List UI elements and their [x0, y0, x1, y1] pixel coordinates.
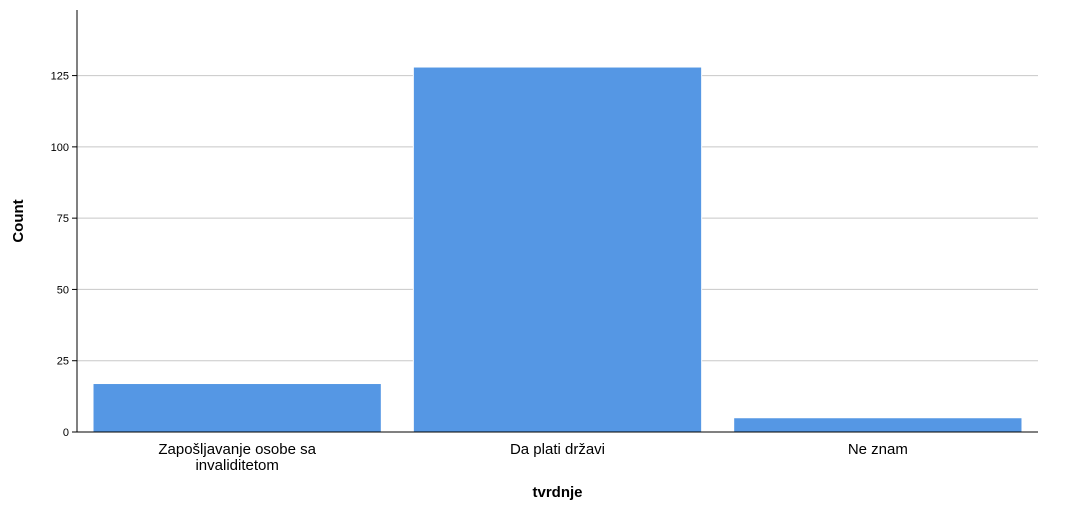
bar	[733, 417, 1023, 433]
y-axis-title: Count	[10, 199, 27, 242]
x-category-label: invaliditetom	[195, 457, 278, 474]
y-tick-label: 0	[63, 427, 69, 439]
y-tick-labels: 0 25 50 75 100 125	[51, 71, 77, 439]
x-category-label: Ne znam	[848, 441, 908, 458]
y-tick-label: 50	[57, 284, 69, 296]
y-tick-label: 100	[51, 142, 69, 154]
bar	[412, 66, 703, 433]
y-tick-label: 75	[57, 213, 69, 225]
x-category-label: Zapošljavanje osobe sa	[158, 441, 316, 458]
x-axis-title: tvrdnje	[532, 484, 582, 501]
y-tick-label: 125	[51, 71, 69, 83]
bars	[92, 66, 1023, 433]
bar	[92, 383, 382, 433]
axes	[76, 10, 1038, 433]
y-tick-label: 25	[57, 356, 69, 368]
x-category-label: Da plati državi	[510, 441, 605, 458]
